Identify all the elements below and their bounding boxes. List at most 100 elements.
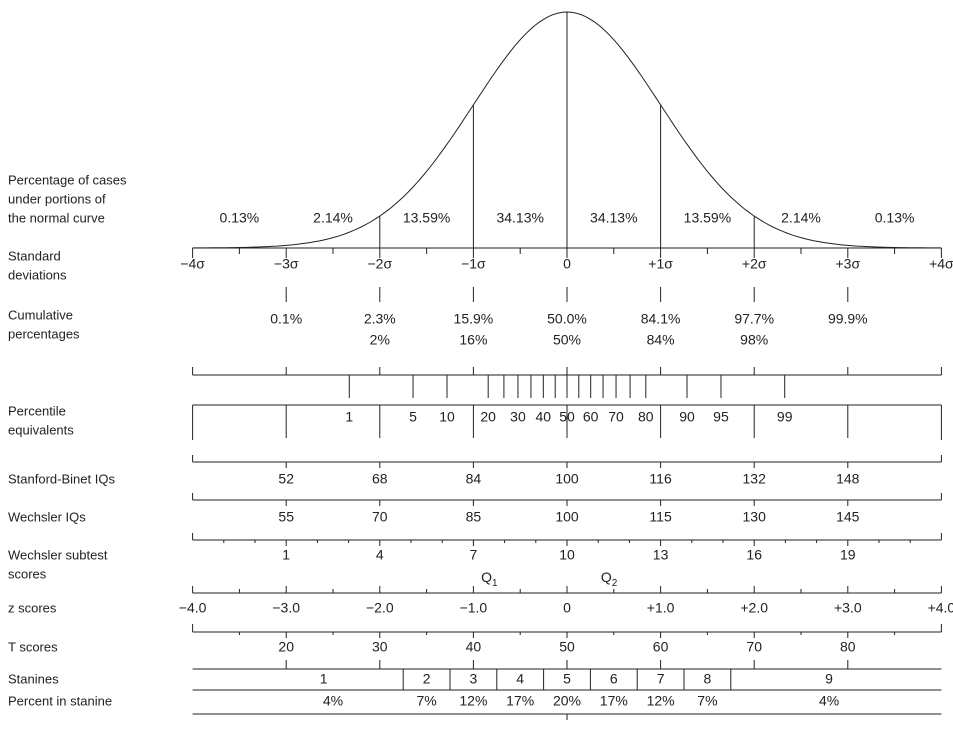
percentile-label: 95 [713, 409, 729, 425]
row-label: Stanines [8, 671, 59, 686]
z-label: +3.0 [834, 600, 862, 616]
quartile-label: Q2 [601, 569, 618, 589]
stanine-percent: 4% [819, 693, 839, 709]
cumulative-rounded-label: 84% [647, 332, 675, 348]
t-label: 30 [372, 639, 388, 655]
stanford-binet-label: 132 [743, 471, 767, 487]
sd-label: +2σ [742, 256, 767, 272]
sd-label: +3σ [835, 256, 860, 272]
stanine-percent: 12% [459, 693, 487, 709]
curve-percentage: 0.13% [875, 210, 915, 226]
stanine-percent: 7% [697, 693, 717, 709]
wechsler-iq-label: 100 [555, 509, 579, 525]
z-label: −2.0 [366, 600, 394, 616]
curve-percentage: 2.14% [781, 210, 821, 226]
z-label: 0 [563, 600, 571, 616]
percentile-label: 20 [480, 409, 496, 425]
row-label: Percentile [8, 403, 66, 418]
row-label: under portions of [8, 191, 106, 206]
t-label: 50 [559, 639, 575, 655]
z-label: −3.0 [272, 600, 300, 616]
sd-label: +4σ [929, 256, 953, 272]
row-label: T scores [8, 639, 58, 654]
wechsler-iq-label: 130 [743, 509, 767, 525]
stanine-label: 1 [320, 671, 328, 687]
cumulative-rounded-label: 50% [553, 332, 581, 348]
wechsler-subtest-label: 16 [746, 547, 762, 563]
stanine-label: 6 [610, 671, 618, 687]
percentile-label: 99 [777, 409, 793, 425]
t-label: 80 [840, 639, 856, 655]
stanford-binet-label: 116 [649, 471, 672, 487]
row-label: Percentage of cases [8, 172, 127, 187]
curve-percentage: 0.13% [220, 210, 260, 226]
percentile-label: 5 [409, 409, 417, 425]
row-label: Stanford-Binet IQs [8, 471, 115, 486]
cumulative-rounded-label: 2% [370, 332, 390, 348]
row-label: Wechsler subtest [8, 547, 108, 562]
stanine-label: 8 [704, 671, 712, 687]
t-label: 40 [466, 639, 482, 655]
cumulative-rounded-label: 16% [459, 332, 487, 348]
wechsler-iq-label: 70 [372, 509, 388, 525]
stanine-percent: 4% [323, 693, 343, 709]
cumulative-label: 84.1% [641, 311, 681, 327]
stanine-percent: 17% [600, 693, 628, 709]
sd-label: +1σ [648, 256, 673, 272]
cumulative-label: 97.7% [734, 311, 774, 327]
cumulative-rounded-label: 98% [740, 332, 768, 348]
z-label: −1.0 [460, 600, 488, 616]
wechsler-subtest-label: 10 [559, 547, 575, 563]
stanford-binet-label: 148 [836, 471, 860, 487]
curve-percentage: 13.59% [403, 210, 450, 226]
z-label: +2.0 [740, 600, 768, 616]
curve-percentage: 34.13% [496, 210, 543, 226]
stanine-percent: 20% [553, 693, 581, 709]
quartile-symbol: Q [601, 569, 612, 585]
row-label: the normal curve [8, 210, 105, 225]
t-label: 20 [278, 639, 294, 655]
row-label: scores [8, 566, 47, 581]
wechsler-subtest-label: 4 [376, 547, 384, 563]
z-label: +4.0 [928, 600, 953, 616]
curve-percentage: 2.14% [313, 210, 353, 226]
stanine-label: 9 [825, 671, 833, 687]
row-label: Wechsler IQs [8, 509, 86, 524]
cumulative-label: 15.9% [454, 311, 494, 327]
stanine-label: 7 [657, 671, 665, 687]
stanford-binet-label: 52 [278, 471, 294, 487]
wechsler-iq-label: 145 [836, 509, 860, 525]
percentile-label: 10 [439, 409, 455, 425]
t-label: 70 [746, 639, 762, 655]
percentile-label: 70 [608, 409, 624, 425]
z-label: +1.0 [647, 600, 675, 616]
wechsler-iq-label: 55 [278, 509, 294, 525]
z-label: −4.0 [179, 600, 207, 616]
sd-label: 0 [563, 256, 571, 272]
percentile-label: 90 [679, 409, 695, 425]
sd-label: −3σ [274, 256, 299, 272]
wechsler-subtest-label: 1 [282, 547, 290, 563]
row-label: deviations [8, 267, 67, 282]
cumulative-label: 2.3% [364, 311, 396, 327]
wechsler-iq-label: 115 [649, 509, 672, 525]
stanford-binet-label: 84 [466, 471, 482, 487]
row-label: Standard [8, 248, 61, 263]
percentile-label: 30 [510, 409, 526, 425]
row-label: percentages [8, 326, 80, 341]
stanine-percent: 17% [506, 693, 534, 709]
quartile-subscript: 2 [612, 578, 618, 589]
sd-label: −2σ [367, 256, 392, 272]
stanine-percent: 12% [647, 693, 675, 709]
cumulative-label: 0.1% [270, 311, 302, 327]
quartile-subscript: 1 [492, 578, 498, 589]
row-label: equivalents [8, 422, 74, 437]
percentile-label: 1 [345, 409, 353, 425]
row-label: Cumulative [8, 307, 73, 322]
cumulative-label: 50.0% [547, 311, 587, 327]
wechsler-subtest-label: 13 [653, 547, 669, 563]
stanine-label: 4 [516, 671, 524, 687]
percentile-label: 50 [559, 409, 575, 425]
wechsler-iq-label: 85 [466, 509, 482, 525]
